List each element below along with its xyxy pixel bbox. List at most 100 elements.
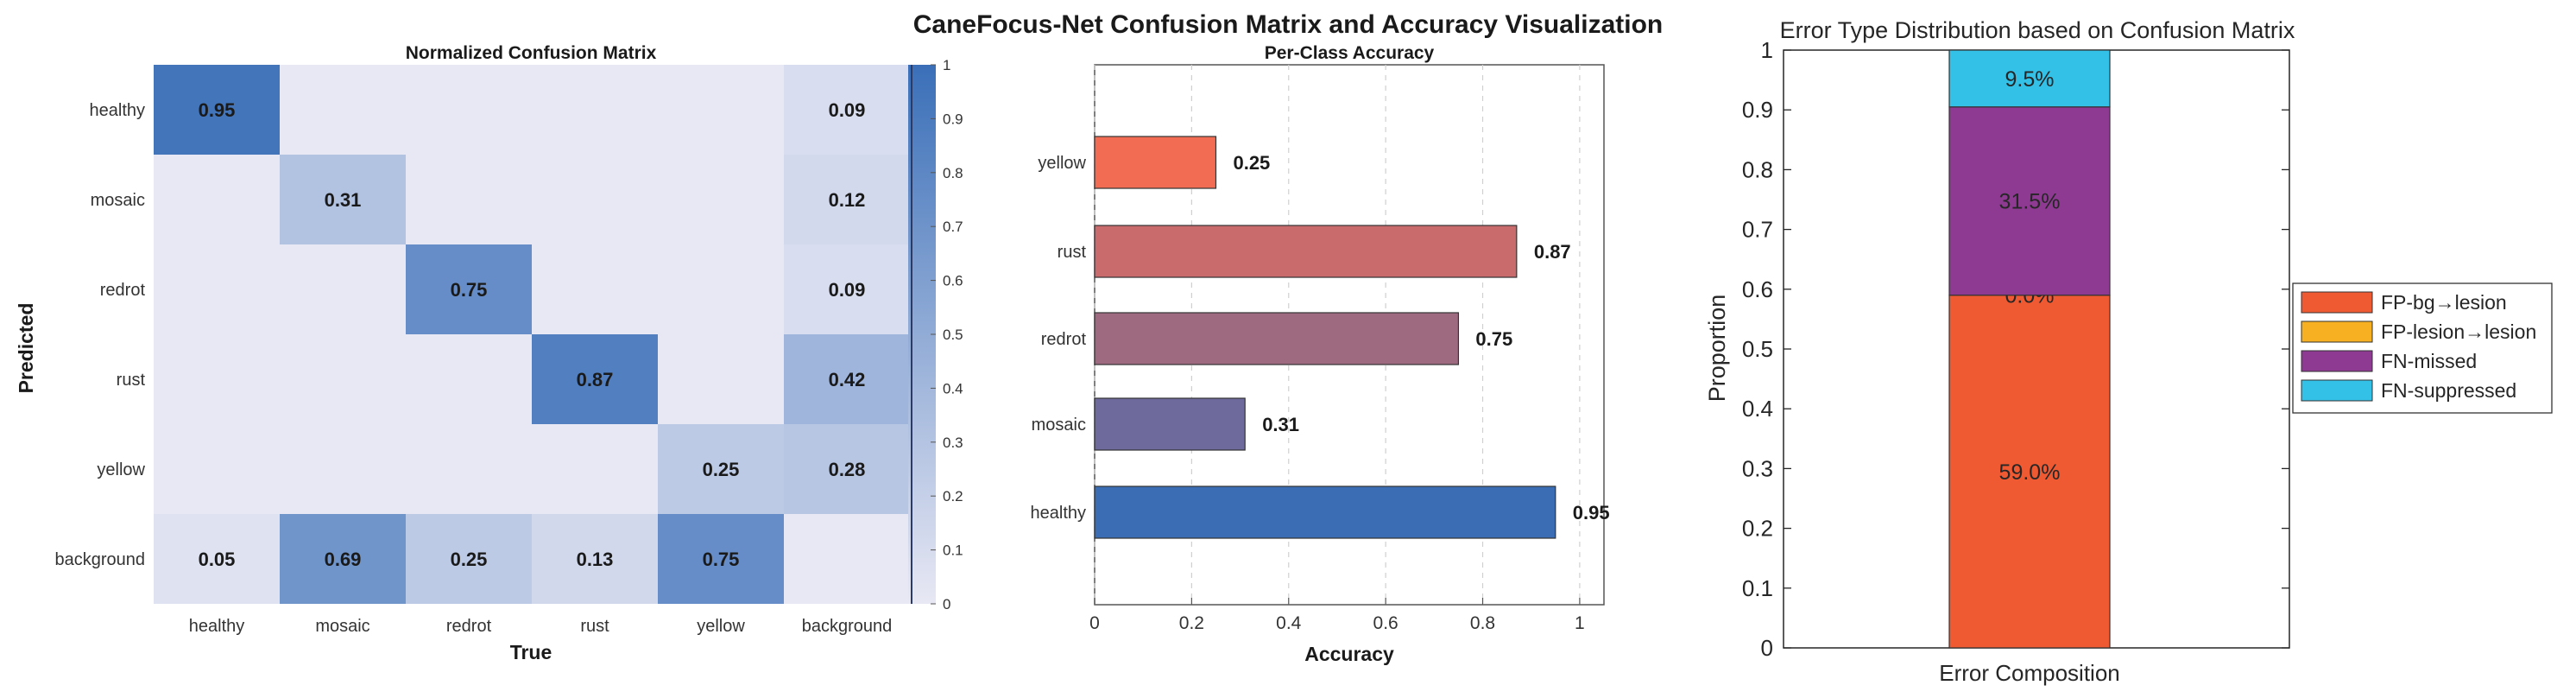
confusion-matrix-xlabel: True [510, 641, 552, 663]
error-ytick-label: 0 [1761, 635, 1773, 661]
accuracy-xtick-label: 0.2 [1179, 613, 1204, 633]
heatmap-cell [406, 244, 532, 334]
heatmap-cell [784, 424, 910, 514]
heatmap-row-label: mosaic [91, 191, 145, 210]
heatmap-row-label: redrot [100, 281, 146, 300]
confusion-matrix-ylabel: Predicted [15, 303, 37, 394]
heatmap-cell [532, 155, 658, 244]
heatmap-cell [784, 514, 910, 604]
heatmap-cell [154, 65, 280, 155]
heatmap-cell [658, 334, 784, 424]
heatmap-cell [406, 334, 532, 424]
heatmap-row-label: rust [117, 371, 146, 390]
accuracy-value-label: 0.25 [1233, 152, 1270, 174]
heatmap-cell [784, 334, 910, 424]
heatmap-cell [154, 514, 280, 604]
stacked-segment [1948, 106, 2111, 296]
stacked-segment [1948, 295, 2111, 649]
accuracy-bar [1094, 312, 1460, 365]
accuracy-category-label: yellow [1038, 154, 1086, 173]
legend-entry-label: FN-missed [2381, 350, 2477, 372]
heatmap-cell [658, 65, 784, 155]
stacked-segment-label: 31.5% [1999, 190, 2061, 214]
heatmap-cell-label: 0.28 [829, 459, 866, 480]
heatmap-col-label: redrot [446, 617, 492, 636]
legend-swatch [2301, 379, 2373, 402]
stacked-segment-label: 9.5% [2005, 67, 2055, 92]
heatmap-cell-label: 0.31 [325, 189, 362, 211]
heatmap-col-label: healthy [189, 617, 245, 636]
confusion-matrix-chart: Normalized Confusion Matrix True Predict… [15, 43, 963, 663]
accuracy-bar [1094, 225, 1518, 278]
confusion-matrix-title: Normalized Confusion Matrix [406, 43, 657, 63]
heatmap-cell [532, 514, 658, 604]
heatmap-cell [658, 514, 784, 604]
accuracy-value-label: 0.75 [1475, 328, 1512, 350]
colorbar-tick-label: 0.4 [943, 380, 963, 397]
accuracy-xlabel: Accuracy [1304, 643, 1394, 665]
heatmap-cell [280, 155, 406, 244]
accuracy-xtick-label: 0.6 [1373, 613, 1398, 633]
accuracy-category-label: healthy [1031, 504, 1087, 523]
heatmap-row-label: yellow [97, 460, 145, 479]
error-ytick-label: 0.3 [1742, 455, 1773, 481]
heatmap-cell [154, 244, 280, 334]
colorbar-tick-label: 0 [943, 596, 950, 612]
error-ytick-label: 0.7 [1742, 217, 1773, 243]
heatmap-cell [784, 155, 910, 244]
accuracy-category-label: mosaic [1032, 416, 1086, 435]
accuracy-xtick-label: 0.8 [1470, 613, 1495, 633]
heatmap-cell [532, 334, 658, 424]
error-chart-title: Error Type Distribution based on Confusi… [1780, 17, 2295, 43]
accuracy-xtick-label: 1 [1575, 613, 1585, 633]
accuracy-value-label: 0.31 [1262, 414, 1299, 435]
heatmap-row-label: healthy [90, 101, 146, 120]
heatmap-cell-label: 0.95 [199, 99, 236, 121]
accuracy-bar [1094, 136, 1217, 189]
error-distribution-chart: Error Type Distribution based on Confusi… [1704, 17, 2553, 686]
heatmap-cell [280, 424, 406, 514]
colorbar-tick-label: 0.3 [943, 435, 963, 451]
stacked-segment [1948, 49, 2111, 108]
error-ytick-label: 0.9 [1742, 97, 1773, 123]
heatmap-col-label: mosaic [315, 617, 369, 636]
colorbar-tick-label: 0.5 [943, 327, 963, 343]
legend-swatch [2301, 320, 2373, 343]
stacked-segment-label: 59.0% [1999, 460, 2061, 485]
colorbar-tick-label: 1 [943, 57, 950, 73]
heatmap-cell-label: 0.09 [829, 279, 866, 301]
heatmap-cell [154, 334, 280, 424]
error-ytick-label: 0.5 [1742, 336, 1773, 362]
heatmap-cell [406, 65, 532, 155]
legend-swatch [2301, 291, 2373, 314]
heatmap-cell-label: 0.25 [703, 459, 740, 480]
error-ytick-label: 0.8 [1742, 156, 1773, 182]
heatmap-col-label: background [802, 617, 893, 636]
heatmap-cell [658, 155, 784, 244]
heatmap-cell [784, 244, 910, 334]
colorbar-tick-label: 0.2 [943, 488, 963, 504]
accuracy-category-label: redrot [1041, 330, 1087, 349]
heatmap-cell-label: 0.09 [829, 99, 866, 121]
heatmap-cell-label: 0.12 [829, 189, 866, 211]
heatmap-col-label: yellow [697, 617, 745, 636]
heatmap-cell [406, 155, 532, 244]
error-ytick-label: 0.4 [1742, 396, 1773, 422]
accuracy-value-label: 0.87 [1534, 241, 1571, 263]
colorbar-tick-label: 0.7 [943, 219, 963, 235]
heatmap-cell [280, 244, 406, 334]
heatmap-cell [280, 334, 406, 424]
per-class-accuracy-chart: Per-Class Accuracy Accuracy 0 0.2 0.4 0.6 0.… [1031, 43, 1610, 665]
accuracy-bar [1094, 397, 1246, 451]
error-ytick-label: 0.6 [1742, 276, 1773, 302]
heatmap-cell-label: 0.87 [577, 369, 614, 390]
heatmap-cell [280, 65, 406, 155]
heatmap-row-label: background [54, 550, 145, 569]
legend-entry-label: FP-bg→lesion [2381, 291, 2507, 314]
heatmap-cell [658, 424, 784, 514]
heatmap-cell [532, 424, 658, 514]
heatmap-cell [532, 244, 658, 334]
colorbar-tick-label: 0.6 [943, 273, 963, 289]
colorbar-tick-label: 0.8 [943, 165, 963, 181]
